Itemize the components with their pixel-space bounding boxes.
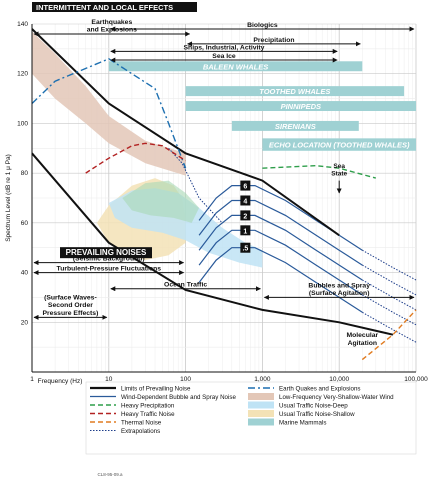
top-range-label-2: Precipitation — [253, 37, 294, 44]
sea-state-extrapolation-0 — [362, 249, 417, 281]
x-tick-label-5: 100,000 — [404, 376, 428, 383]
header-prevailing: PREVAILING NOISES — [66, 248, 147, 257]
band-4 — [262, 138, 416, 151]
sea-state-box-0 — [240, 180, 251, 191]
band-label-3: SIRENIANS — [275, 122, 316, 131]
y-tick-label-6: 140 — [17, 21, 28, 28]
series-line-4 — [262, 164, 376, 179]
series-line-1 — [31, 152, 394, 336]
labels: 6 4 2 1 .5 Sea State INTERMITTENT AND LOCAL EFF… — [32, 2, 379, 347]
series-line-3 — [85, 142, 186, 174]
series-line-0 — [31, 28, 340, 237]
x-tick-label-4: 10,000 — [329, 376, 349, 383]
sea-state-value-1: 4 — [243, 198, 247, 205]
top-range-label-4: Sea Ice — [212, 53, 236, 60]
top-range-label-3: Ships, Industrial, Activity — [184, 44, 265, 51]
legend-label-thermal: Thermal Noise — [121, 419, 162, 426]
y-tick-label-2: 60 — [21, 220, 29, 227]
sea-state-box-4 — [240, 242, 251, 253]
series-line-2 — [31, 58, 187, 169]
sea-state-value-3: 1 — [243, 228, 247, 235]
legend-label-quake: Earth Quakes and Explosions — [279, 385, 361, 392]
footnote: CL8-95-09.a — [97, 472, 123, 477]
x-tick-label-1: 10 — [105, 376, 113, 383]
legend-label-traffic_shallow: Usual Traffic Noise-Shallow — [279, 411, 355, 418]
legend-label-extrap: Extrapolations — [121, 428, 160, 435]
sea-state-box-3 — [240, 225, 251, 236]
y-tick-label-3: 80 — [21, 170, 29, 177]
sea-state-extrapolation-1 — [362, 264, 417, 296]
band-label-4: ECHO LOCATION (TOOTHED WHALES) — [269, 141, 410, 150]
low-frequency-shallow-wind-region — [32, 31, 186, 176]
band-label-0: BALEEN WHALES — [203, 62, 268, 71]
y-tick-label-4: 100 — [17, 120, 28, 127]
band-label-1: TOOTHED WHALES — [259, 87, 330, 96]
sea-state-curve-4 — [198, 247, 363, 313]
y-tick-label-0: 20 — [21, 319, 29, 326]
x-tick-label-0: 1 — [30, 376, 34, 383]
range-arrows: Earthquakes and Explosions Biologics Precip… — [33, 19, 415, 320]
sea-state-value-2: 2 — [243, 213, 247, 220]
bottom-range-label-2: Ocean Traffic — [164, 282, 207, 289]
sea-state-curve-2 — [198, 214, 363, 281]
extrapolation-line — [168, 147, 223, 224]
sea-state-box-2 — [240, 210, 251, 221]
sea-state-value-4: .5 — [242, 246, 248, 253]
header-intermittent-bg — [32, 2, 197, 12]
band-label-2: PINNIPEDS — [281, 102, 321, 111]
sea-state-value-0: 6 — [243, 184, 247, 191]
sea-state-curve-1 — [198, 199, 363, 266]
legend-swatch-marine — [248, 418, 274, 426]
x-tick-label-3: 1,000 — [254, 376, 271, 383]
sea-state-label: Sea State — [331, 163, 347, 178]
legend-label-wind_shallow: Low-Frequency Very-Shallow-Water Wind — [279, 394, 394, 401]
y-tick-label-5: 120 — [17, 71, 28, 78]
band-0 — [108, 61, 363, 72]
axes: 1 10 100 1,000 10,000 100,0002040608010012014… — [5, 21, 428, 385]
legend-label-heavy_traffic: Heavy Traffic Noise — [121, 411, 175, 418]
legend-label-wind: Wind-Dependent Bubble and Spray Noise — [121, 394, 236, 401]
traffic-overlap-region — [122, 180, 200, 223]
bottom-range-label-3: Bubbles and Spray (Surface Agitation) — [308, 282, 370, 297]
legend-swatch-traffic_shallow — [248, 410, 274, 417]
band-3 — [231, 120, 359, 131]
noise-regions — [32, 31, 263, 268]
bottom-range-label-1: Turbulent-Pressure Fluctuations — [57, 266, 162, 273]
band-2 — [185, 101, 416, 111]
band-1 — [185, 86, 405, 97]
header-prevailing-bg — [60, 247, 152, 259]
top-range-label-1: Biologics — [247, 22, 278, 29]
legend-label-prevailing: Limits of Prevailing Noise — [121, 385, 191, 392]
sea-state-curve-3 — [198, 229, 363, 296]
sea-state-extrapolation-3 — [362, 294, 417, 326]
legend-swatch-wind_shallow — [248, 393, 274, 400]
top-range-label-0: Earthquakes and Explosions — [87, 19, 137, 34]
annotation-molecular-agitation: Molecular Agitation — [346, 332, 378, 347]
y-axis-label: Spectrum Level (dB re 1 μ Pa) — [5, 154, 12, 242]
legend-box — [85, 381, 417, 455]
marine-mammal-bands: BALEEN WHALES TOOTHED WHALES PINNIPEDS SIRE… — [108, 61, 416, 151]
legend: Limits of Prevailing Noise Wind-Dependent… — [85, 381, 417, 477]
x-tick-label-2: 100 — [180, 376, 191, 383]
sea-state-box-1 — [240, 195, 251, 206]
bottom-range-label-0: (Seismic Background) — [73, 256, 145, 263]
legend-label-precip: Heavy Precipitation — [121, 402, 175, 409]
legend-label-marine: Marine Mammals — [279, 419, 326, 426]
legend-label-traffic_deep: Usual Traffic Noise-Deep — [279, 402, 348, 409]
legend-swatch-traffic_deep — [248, 401, 274, 409]
x-axis-label: Frequency (Hz) — [38, 378, 83, 385]
header-intermittent: INTERMITTENT AND LOCAL EFFECTS — [36, 3, 173, 12]
grid — [31, 23, 417, 373]
bottom-range-label-4: (Surface Waves-Second Order Pressure Effe… — [42, 294, 98, 317]
y-tick-label-1: 40 — [21, 270, 29, 277]
sea-state-extrapolation-2 — [362, 279, 417, 311]
series-lines — [31, 28, 417, 361]
